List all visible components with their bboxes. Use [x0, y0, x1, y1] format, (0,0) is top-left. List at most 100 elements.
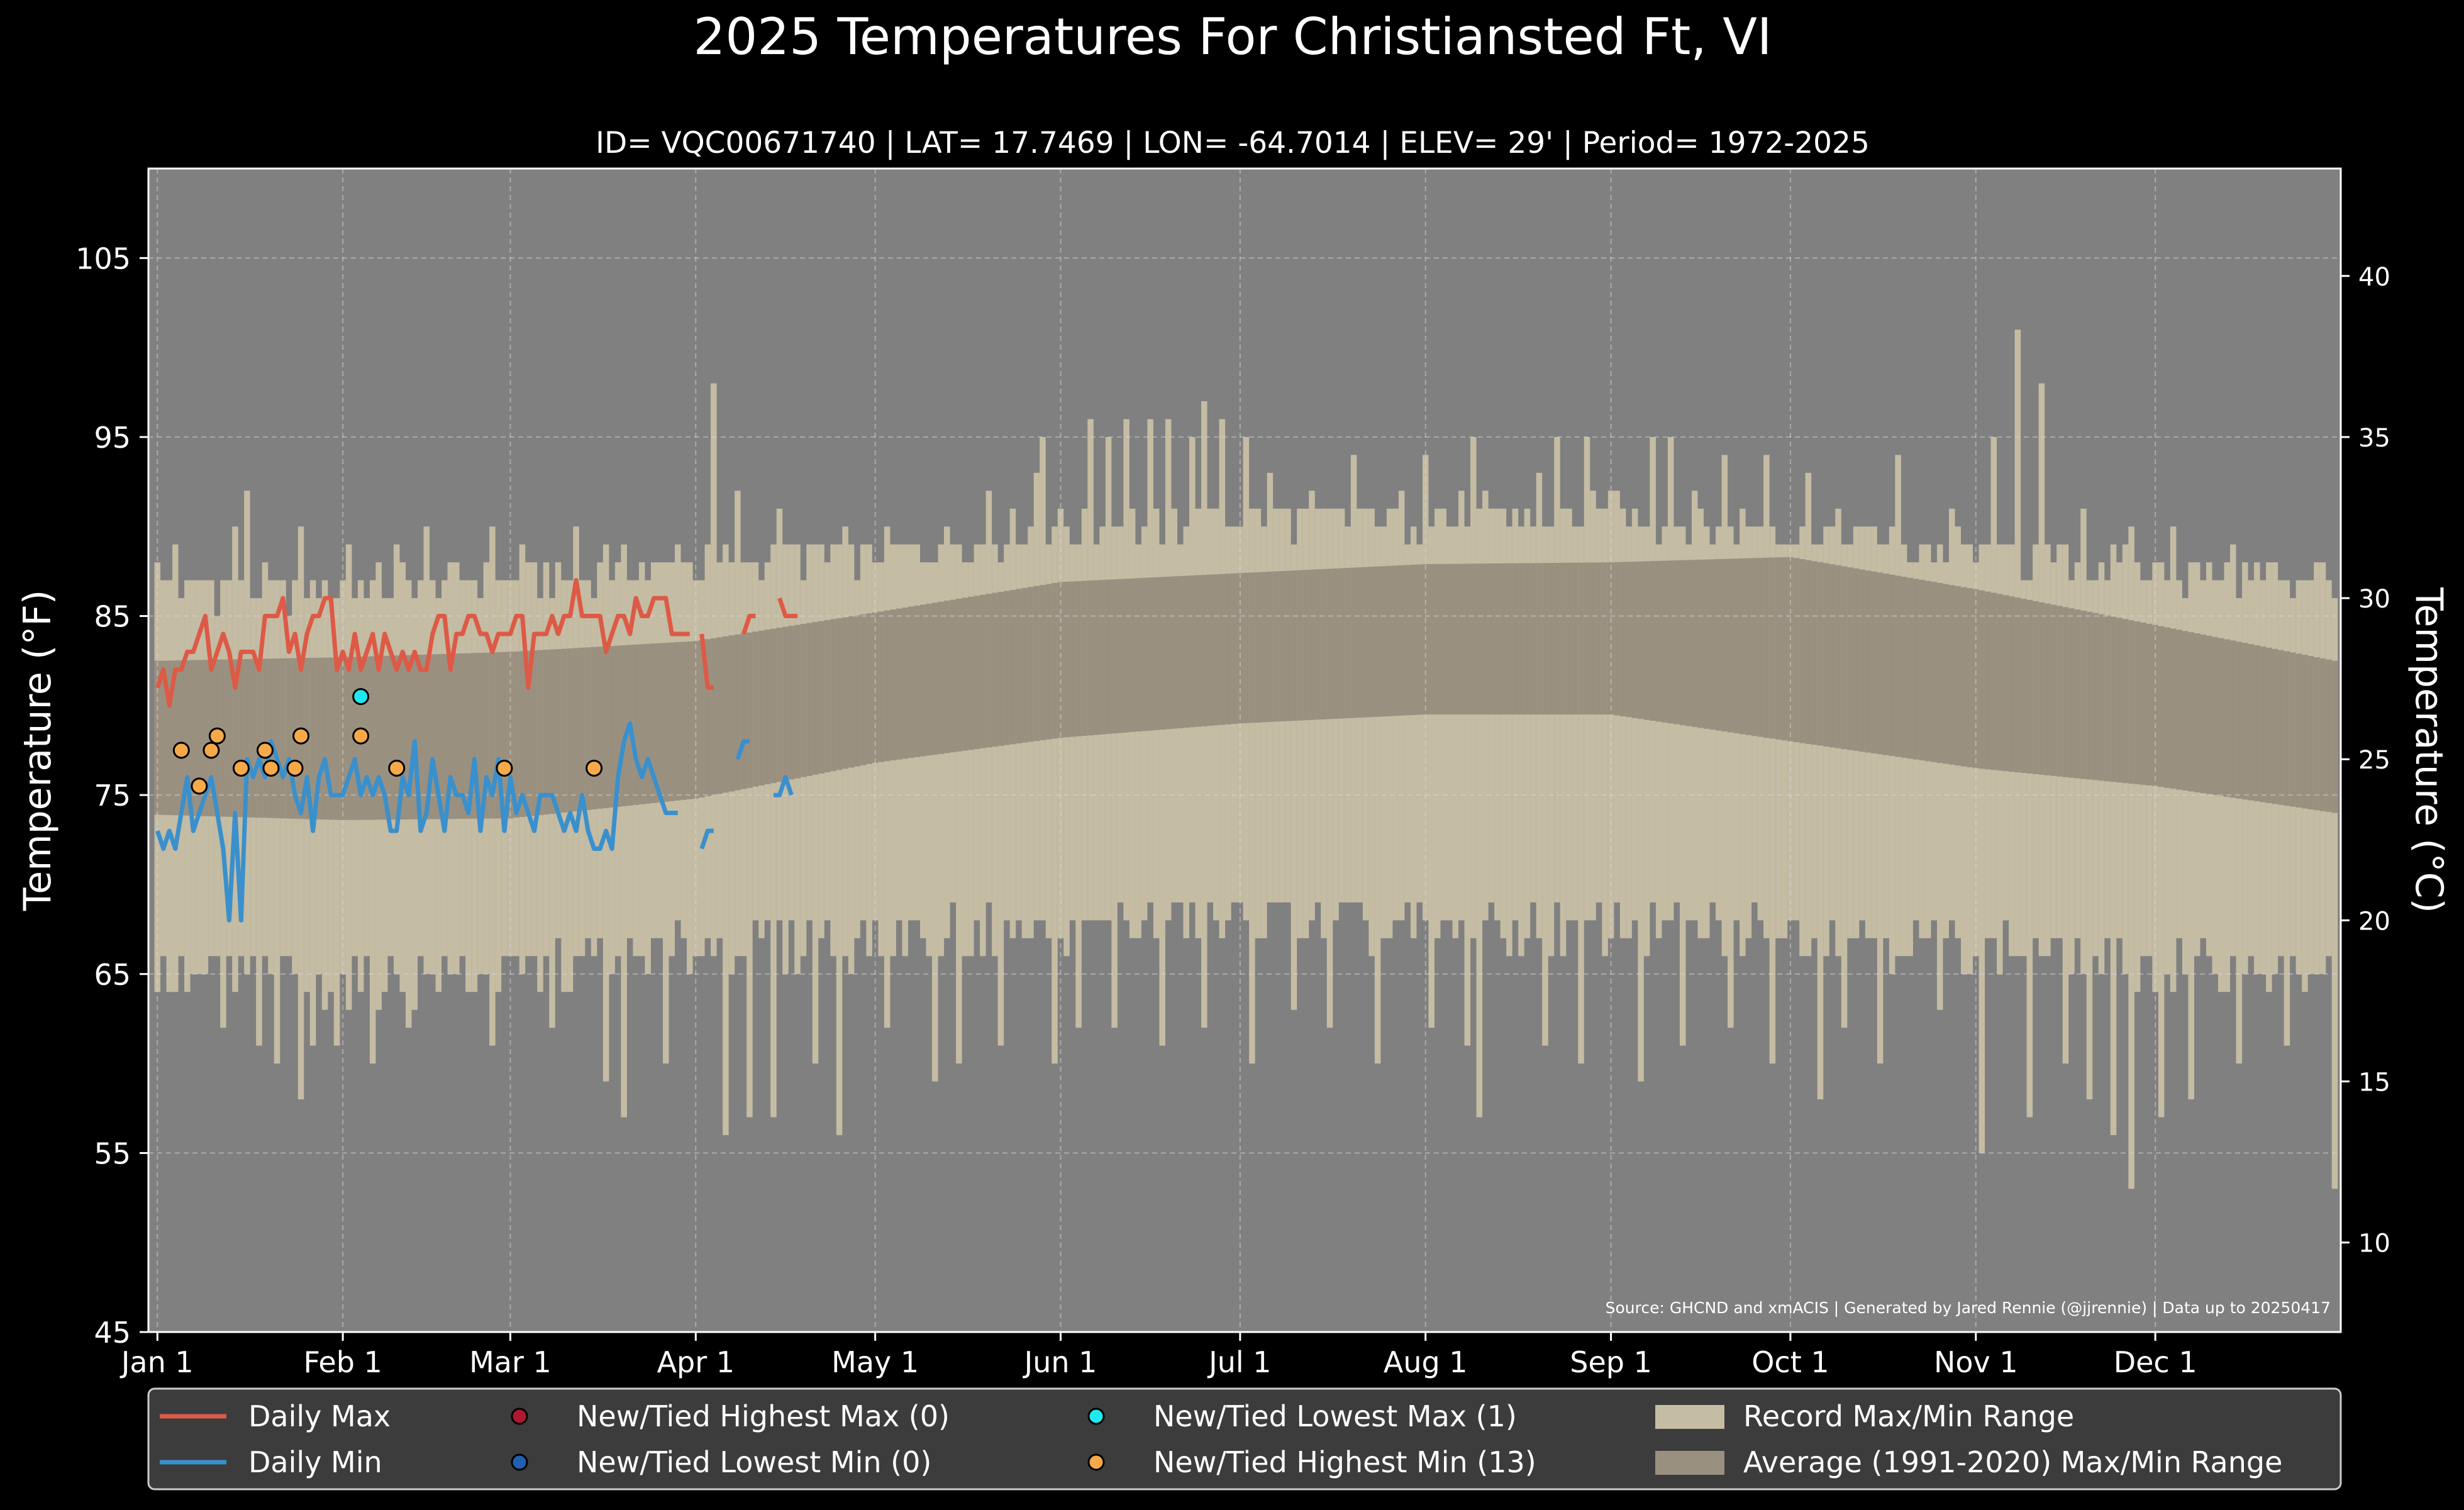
normal-bar: [2182, 631, 2189, 791]
normal-bar: [2080, 611, 2087, 779]
normal-bar: [262, 658, 269, 818]
normal-bar: [2146, 623, 2153, 786]
normal-bar: [2307, 656, 2314, 809]
normal-bar: [752, 631, 759, 787]
normal-bar: [1518, 563, 1524, 715]
normal-bar: [375, 656, 382, 820]
normal-bar: [178, 660, 185, 816]
normal-bar: [238, 659, 245, 818]
record-bar: [1936, 544, 1943, 1010]
normal-bar: [1763, 557, 1770, 738]
normal-bar: [866, 613, 872, 764]
normal-bar: [1243, 572, 1250, 723]
normal-bar: [555, 649, 562, 814]
record-bar: [1578, 526, 1584, 1064]
normal-bar: [968, 596, 974, 750]
normal-bar: [1111, 579, 1118, 734]
normal-bar: [1195, 575, 1202, 727]
normal-bar: [2038, 602, 2045, 775]
new-highest-min-point: [585, 759, 603, 777]
x-tick-label: May 1: [831, 1345, 919, 1379]
y-tick-label-f: 105: [75, 241, 131, 275]
record-bar: [1386, 508, 1393, 938]
normal-bar: [274, 658, 280, 818]
daily-min-line: [699, 828, 714, 850]
record-bar: [1159, 544, 1165, 1046]
normal-bar: [1924, 580, 1931, 762]
normal-bar: [1052, 583, 1058, 739]
normal-bar: [1955, 586, 1962, 766]
normal-bar: [746, 632, 753, 788]
normal-bar: [1566, 562, 1572, 715]
normal-bar: [321, 657, 328, 820]
normal-bar: [1153, 577, 1160, 730]
record-bar: [1907, 562, 1913, 957]
record-markers: [172, 688, 603, 795]
record-bar: [1781, 544, 1788, 938]
record-bar: [2026, 580, 2033, 1118]
normal-bar: [2319, 658, 2326, 811]
normal-bar: [1655, 560, 1662, 722]
record-bar: [2236, 598, 2243, 1064]
new-highest-min-point: [286, 759, 304, 777]
legend-box: [147, 1387, 2342, 1491]
normal-bar: [1595, 562, 1602, 715]
normal-bar: [1679, 560, 1686, 726]
normal-bar: [501, 652, 508, 819]
normal-bar: [806, 623, 813, 776]
normal-bar: [483, 652, 490, 819]
normal-bar: [985, 594, 992, 748]
normal-bar: [645, 643, 651, 804]
normal-bar: [250, 658, 257, 818]
normal-bar: [1404, 565, 1411, 716]
normal-bar: [1392, 565, 1399, 716]
normal-bar: [1781, 557, 1788, 741]
normal-bar: [1362, 567, 1369, 718]
record-bar: [884, 526, 891, 1028]
normal-bar: [1799, 558, 1806, 743]
normal-bar: [1883, 574, 1889, 755]
normal-bar: [1494, 563, 1501, 715]
x-tick-label: Jan 1: [119, 1345, 194, 1379]
normal-bar: [2272, 648, 2278, 804]
record-bar: [1560, 508, 1567, 957]
normal-bar: [770, 628, 777, 784]
normal-bar: [818, 621, 824, 774]
normal-bar: [1997, 594, 2003, 771]
normal-bar: [992, 592, 998, 747]
normal-bar: [2200, 634, 2206, 794]
normal-bar: [430, 654, 436, 819]
record-bar: [2086, 580, 2093, 1099]
normal-bar: [974, 596, 980, 750]
normal-bar: [1912, 579, 1919, 760]
normal-bar: [1338, 568, 1345, 719]
record-bar: [932, 562, 938, 1082]
x-tick-label: Nov 1: [1934, 1345, 2018, 1379]
normal-bar: [1895, 575, 1901, 757]
new-highest-min-point: [232, 759, 250, 777]
normal-bar: [650, 643, 657, 803]
record-bar: [274, 580, 280, 1064]
normal-bar: [860, 614, 867, 765]
normal-bar: [507, 652, 514, 819]
normal-bar: [602, 646, 609, 808]
normal-bar: [1554, 562, 1560, 715]
normal-bar: [687, 641, 693, 799]
normal-bar: [328, 657, 334, 820]
normal-bar: [609, 646, 615, 808]
daily-min-line: [155, 721, 678, 923]
y-axis-label-left: Temperature (°F): [16, 590, 60, 911]
normal-bar: [1105, 579, 1112, 735]
legend-label: Average (1991-2020) Max/Min Range: [1743, 1445, 2282, 1479]
normal-bar: [1302, 570, 1309, 721]
normal-bar: [2074, 609, 2081, 779]
x-tick-label: Apr 1: [657, 1345, 735, 1379]
normal-bar: [902, 608, 908, 759]
normal-bar: [1835, 565, 1841, 748]
normal-bar: [154, 660, 161, 815]
normal-bar: [1488, 563, 1495, 715]
normal-bar: [1716, 559, 1722, 731]
normal-bar: [459, 653, 466, 819]
record-bar: [992, 544, 998, 957]
